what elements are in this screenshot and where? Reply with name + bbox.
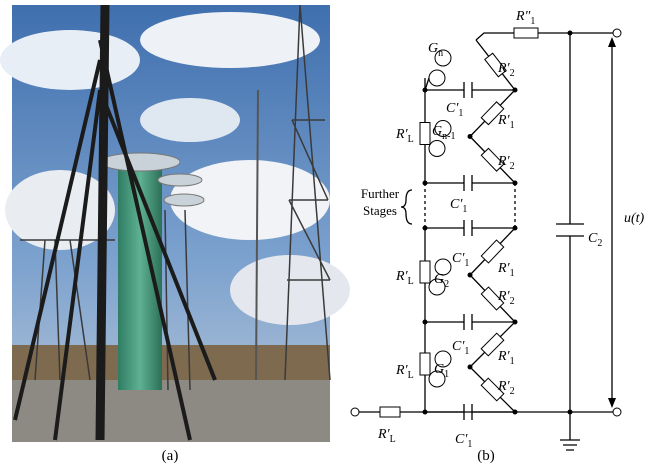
label-sub: 2 bbox=[444, 279, 449, 290]
label: R′1 bbox=[497, 113, 515, 131]
capacitor bbox=[464, 175, 472, 191]
label-main: R′ bbox=[395, 269, 409, 284]
label-sub: 1 bbox=[444, 369, 449, 380]
label-main: C′ bbox=[452, 339, 465, 354]
label-main: G bbox=[432, 124, 442, 139]
label: R′L bbox=[395, 127, 414, 145]
label-sub: 2 bbox=[510, 161, 515, 172]
resistor bbox=[481, 240, 503, 263]
caption: (a) bbox=[162, 448, 179, 464]
node bbox=[468, 134, 473, 139]
label: u(t) bbox=[624, 211, 645, 226]
label-main: R′ bbox=[395, 127, 409, 142]
label-main: R″ bbox=[515, 9, 531, 24]
node bbox=[468, 273, 473, 278]
label-sub: 2 bbox=[510, 296, 515, 307]
label: R′L bbox=[395, 269, 414, 287]
resistor bbox=[420, 123, 430, 145]
label: R′1 bbox=[497, 349, 515, 367]
label: C2 bbox=[588, 231, 602, 249]
label: R′L bbox=[395, 363, 414, 381]
label: R″1 bbox=[515, 9, 535, 27]
label-sub: 1 bbox=[510, 356, 515, 367]
label-sub: L bbox=[408, 370, 414, 381]
circuit bbox=[351, 28, 621, 450]
caption: (b) bbox=[477, 448, 495, 464]
label-sub: L bbox=[408, 276, 414, 287]
sphere-gap bbox=[429, 141, 445, 157]
label-main: R′ bbox=[497, 154, 511, 169]
capacitor bbox=[464, 220, 472, 236]
capacitor bbox=[464, 314, 472, 330]
label: C′1 bbox=[452, 251, 469, 269]
label: R′L bbox=[377, 427, 396, 445]
node bbox=[468, 365, 473, 370]
capacitor bbox=[464, 82, 472, 98]
label-main: R′ bbox=[395, 363, 409, 378]
label-sub: 1 bbox=[467, 439, 472, 450]
note: Further bbox=[361, 186, 400, 201]
label-main: R′ bbox=[377, 427, 391, 442]
label-main: R′ bbox=[497, 289, 511, 304]
label-main: R′ bbox=[497, 261, 511, 276]
label-sub: L bbox=[408, 134, 414, 145]
label: C′1 bbox=[452, 339, 469, 357]
label-sub: n-1 bbox=[442, 131, 455, 142]
label: R′1 bbox=[497, 261, 515, 279]
label-main: G bbox=[434, 272, 444, 287]
photo bbox=[0, 5, 350, 442]
label-sub: 1 bbox=[462, 204, 467, 215]
label-sub: 1 bbox=[510, 268, 515, 279]
figure: (a) (b) Further Stages GnR″1R′2C′1R′LGn-… bbox=[0, 0, 658, 468]
label-sub: L bbox=[390, 434, 396, 445]
label-main: C′ bbox=[455, 432, 468, 447]
label-main: R′ bbox=[497, 113, 511, 128]
label: C′1 bbox=[455, 432, 472, 450]
label-sub: 1 bbox=[510, 120, 515, 131]
label-main: C′ bbox=[446, 101, 459, 116]
label-sub: 1 bbox=[464, 258, 469, 269]
sphere-gap bbox=[429, 70, 445, 86]
label-sub: 2 bbox=[597, 238, 602, 249]
label: R′2 bbox=[497, 154, 515, 172]
label: C′1 bbox=[446, 101, 463, 119]
label-main: R′ bbox=[497, 349, 511, 364]
label: C′1 bbox=[450, 197, 467, 215]
label-main: u(t) bbox=[624, 211, 645, 226]
label-main: G bbox=[428, 41, 438, 56]
note: Stages bbox=[363, 203, 397, 218]
resistor bbox=[420, 261, 430, 283]
label-main: R′ bbox=[497, 379, 511, 394]
label-main: G bbox=[434, 362, 444, 377]
label-sub: 1 bbox=[458, 108, 463, 119]
label-main: C′ bbox=[452, 251, 465, 266]
label-sub: 1 bbox=[530, 16, 535, 27]
label-sub: 2 bbox=[510, 68, 515, 79]
resistor bbox=[420, 353, 430, 375]
label-main: C′ bbox=[450, 197, 463, 212]
label-sub: n bbox=[438, 48, 443, 59]
label-sub: 2 bbox=[510, 386, 515, 397]
label-main: R′ bbox=[497, 61, 511, 76]
label-sub: 1 bbox=[464, 346, 469, 357]
